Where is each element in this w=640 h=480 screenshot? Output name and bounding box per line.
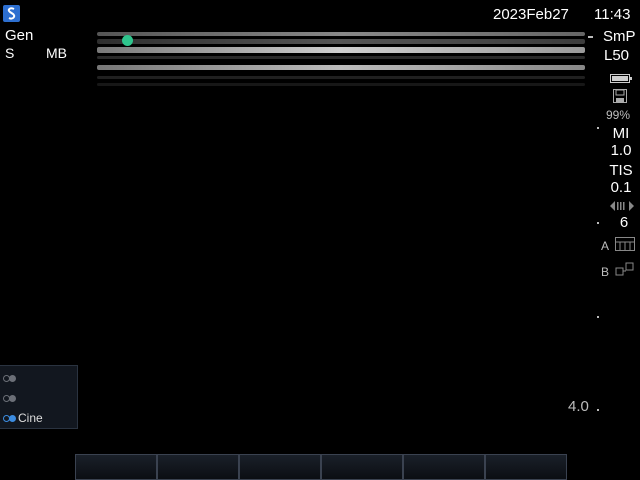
radio-icon <box>3 374 16 382</box>
layout-a-label: A <box>601 239 610 253</box>
radio-icon <box>3 394 16 402</box>
mode-letter: S <box>5 45 15 61</box>
depth-tick <box>597 222 599 224</box>
gain-arrows-icon <box>610 199 634 211</box>
softkey-3[interactable] <box>239 454 321 480</box>
exam-date: 2023Feb27 <box>493 6 569 23</box>
clock-time: 11:43 <box>594 6 631 23</box>
storage-percent: 99% <box>606 108 631 122</box>
softkey-1[interactable] <box>75 454 157 480</box>
floppy-disk-icon <box>613 89 627 103</box>
preset-label: Gen <box>5 27 34 44</box>
depth-tick <box>597 409 599 411</box>
tissue-band <box>97 76 585 79</box>
depth-tick <box>597 127 599 129</box>
control-row[interactable] <box>3 389 18 407</box>
softkey-6[interactable] <box>485 454 567 480</box>
tissue-band <box>97 47 585 53</box>
orientation-marker <box>122 35 133 46</box>
cine-control[interactable]: Cine <box>3 409 43 427</box>
depth-tick <box>588 36 593 38</box>
depth-number: 6 <box>619 214 629 231</box>
tissue-band <box>97 39 585 44</box>
ultrasound-image[interactable] <box>97 28 585 98</box>
cine-label: Cine <box>18 411 43 425</box>
control-row[interactable] <box>3 369 18 387</box>
mi-label: MI <box>612 125 630 142</box>
radio-icon <box>3 414 16 422</box>
dual-layout-icon[interactable] <box>615 262 635 276</box>
softkey-4[interactable] <box>321 454 403 480</box>
single-layout-icon[interactable] <box>615 237 635 251</box>
tis-value: 0.1 <box>610 179 632 196</box>
tissue-band <box>97 83 585 86</box>
mi-value: 1.0 <box>610 142 632 159</box>
softkey-bar <box>75 454 567 480</box>
battery-icon <box>610 70 632 83</box>
tissue-band <box>97 56 585 59</box>
tis-label: TIS <box>609 162 633 179</box>
probe-preset: SmP <box>603 28 636 45</box>
sonosite-logo-icon <box>3 5 20 22</box>
softkey-2[interactable] <box>157 454 239 480</box>
mode-label: MB <box>46 45 67 61</box>
tissue-band <box>97 65 585 70</box>
tissue-band <box>97 32 585 36</box>
depth-scale-label: 4.0 <box>568 398 589 415</box>
transducer-label: L50 <box>604 47 630 64</box>
control-panel: Cine <box>0 365 78 429</box>
softkey-5[interactable] <box>403 454 485 480</box>
layout-b-label: B <box>601 265 610 279</box>
depth-tick <box>597 316 599 318</box>
